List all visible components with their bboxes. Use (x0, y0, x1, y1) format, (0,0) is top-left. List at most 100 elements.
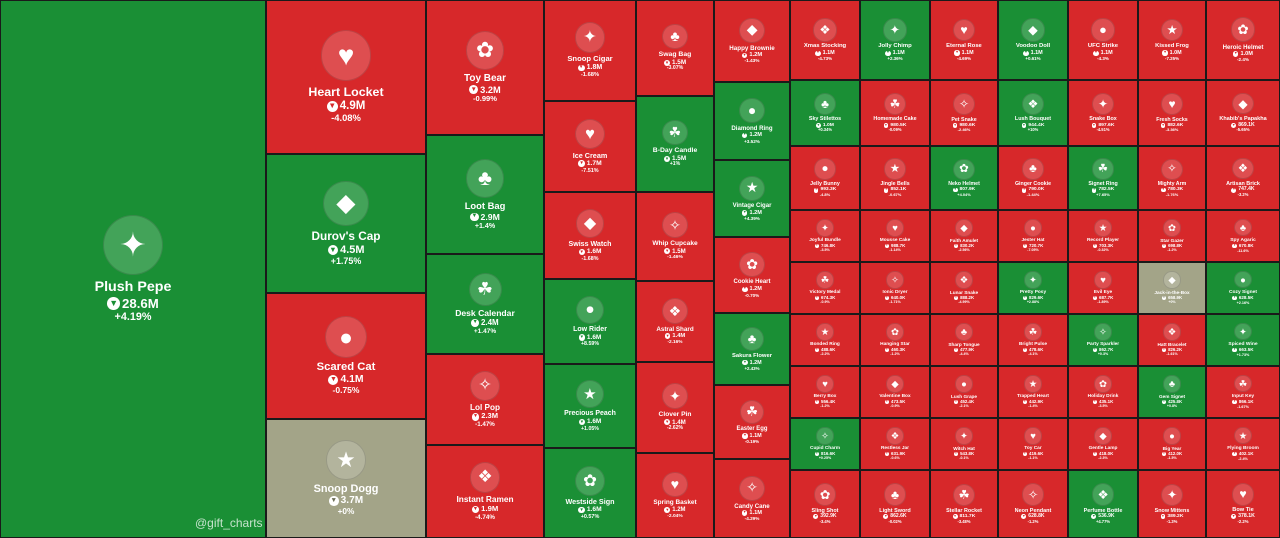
treemap-tile[interactable]: ✧ Lol Pop ▼ 2.3M -1.47% (426, 354, 544, 445)
treemap-tile[interactable]: ❖ Lunar Snake ▼ 888.2K -4.99% (930, 262, 998, 314)
treemap-tile[interactable]: ✧ Candy Cane ▼ 1.1M -4.29% (714, 459, 790, 538)
treemap-tile[interactable]: ★ Snoop Dogg ▼ 3.7M +0% (266, 419, 426, 538)
treemap-tile[interactable]: ☘ B-Day Candle ▼ 1.5M +1% (636, 96, 714, 192)
treemap-tile[interactable]: ✿ Heroic Helmet ▼ 1.0M -2.4% (1206, 0, 1280, 80)
treemap-tile[interactable]: ♥ Eternal Rose ▼ 1.1M -4.69% (930, 0, 998, 80)
treemap-tile[interactable]: ◆ Happy Brownie ▼ 1.2M -1.43% (714, 0, 790, 82)
treemap-tile[interactable]: ♥ Evil Eye ▼ 687.7K -1.89% (1068, 262, 1138, 314)
treemap-tile[interactable]: ★ Jingle Bells ▼ 852.1K -0.67% (860, 146, 930, 210)
treemap-tile[interactable]: ✦ Snake Box ▼ 897.6K -4.51% (1068, 80, 1138, 146)
treemap-tile[interactable]: ✦ Jolly Chimp ▼ 1.1M +2.36% (860, 0, 930, 80)
treemap-tile[interactable]: ✧ Neon Pendant ▼ 628.8K -1.2% (998, 470, 1068, 538)
treemap-tile[interactable]: ◆ Voodoo Doll ▼ 1.1M +0.61% (998, 0, 1068, 80)
treemap-tile[interactable]: ★ Record Player ▼ 703.3K -0.32% (1068, 210, 1138, 262)
treemap-tile[interactable]: ☘ Desk Calendar ▼ 2.4M +1.47% (426, 254, 544, 354)
treemap-tile[interactable]: ♣ Spy Agaric ▼ 670.8K -11.6% (1206, 210, 1280, 262)
treemap-tile[interactable]: ✧ Pet Snake ▼ 980.6K -2.46% (930, 80, 998, 146)
treemap-tile[interactable]: ✦ Spiced Wine ▼ 663.5K +1.73% (1206, 314, 1280, 366)
treemap-tile[interactable]: ◆ Faith Amulet ▼ 830.2K -2.56% (930, 210, 998, 262)
treemap-tile[interactable]: ✧ Party Sparkler ▼ 862.7K +0.3% (1068, 314, 1138, 366)
treemap-tile[interactable]: ◆ Durov's Cap ▼ 4.5M +1.75% (266, 154, 426, 293)
treemap-tile[interactable]: ✧ Ionic Dryer ▼ 640.0K -1.71% (860, 262, 930, 314)
treemap-tile[interactable]: ✿ Cookie Heart ▼ 1.2M -0.70% (714, 237, 790, 313)
treemap-tile[interactable]: ❖ Artisan Brick ▼ 747.4K -3.2% (1206, 146, 1280, 210)
treemap-tile[interactable]: ✿ Nekо Helmet ▼ 807.9K +4.04% (930, 146, 998, 210)
treemap-tile[interactable]: ♣ Sakura Flower ▼ 1.2M +2.43% (714, 313, 790, 385)
treemap-tile[interactable]: ♣ Gem Signet ▼ 425.8K +0.8% (1138, 366, 1206, 418)
treemap-tile[interactable]: ♣ Ginger Cookie ▼ 790.0K -1.44% (998, 146, 1068, 210)
treemap-tile[interactable]: ✦ Pretty Posy ▼ 829.6K +2.88% (998, 262, 1068, 314)
treemap-tile[interactable]: ❖ Restless Jar ▼ 631.9K -0.6% (860, 418, 930, 470)
treemap-tile[interactable]: ♣ Loot Bag ▼ 2.9M +1.4% (426, 135, 544, 254)
treemap-tile[interactable]: ♥ Ice Cream ▼ 1.7M -7.51% (544, 101, 636, 192)
treemap-tile[interactable]: ✿ Hanging Star ▼ 460.3K -1.2% (860, 314, 930, 366)
treemap-tile[interactable]: ● Big Year ▼ 412.0K -1.5% (1138, 418, 1206, 470)
treemap-tile[interactable]: ♥ Bow Tie ▼ 378.1K -2.2% (1206, 470, 1280, 538)
ton-diamond-icon: ▼ (815, 50, 821, 56)
treemap-tile[interactable]: ✿ Toy Bear ▼ 3.2M -0.99% (426, 0, 544, 135)
treemap-tile[interactable]: ✦ Snoop Cigar ▼ 1.8M -1.68% (544, 0, 636, 101)
treemap-tile[interactable]: ♣ Sharp Tongue ▼ 477.9K -4.4% (930, 314, 998, 366)
tile-change: +0.34% (818, 127, 832, 133)
treemap-tile[interactable]: ♥ Berry Box ▼ 556.4K -1.2% (790, 366, 860, 418)
treemap-tile[interactable]: ✧ Cupid Charm ▼ 816.6K +0.25% (790, 418, 860, 470)
treemap-tile[interactable]: ♣ Light Sword ▼ 862.6K -0.02% (860, 470, 930, 538)
treemap-tile[interactable]: ● Diamond Ring ▼ 1.2M +3.52% (714, 82, 790, 160)
treemap-tile[interactable]: ✿ Sling Shot ▼ 392.9K -3.4% (790, 470, 860, 538)
treemap-tile[interactable]: ❖ Lush Bouquet ▼ 944.4K +10% (998, 80, 1068, 146)
treemap-tile[interactable]: ● Low Rider ▼ 1.6M +8.59% (544, 279, 636, 364)
treemap-tile[interactable]: ● Lush Grape ▼ 452.4K -2.1% (930, 366, 998, 418)
treemap-tile[interactable]: ☘ Bright Pulse ▼ 478.6K -4.1% (998, 314, 1068, 366)
treemap-tile[interactable]: ★ Trapped Heart ▼ 442.9K -1.4% (998, 366, 1068, 418)
treemap-tile[interactable]: ☘ Homemade Cake ▼ 980.5K -0.09% (860, 80, 930, 146)
treemap-tile[interactable]: ✧ Whip Cupcake ▼ 1.5M -1.46% (636, 192, 714, 281)
treemap-tile[interactable]: ◆ Jack-in-the-Box ▼ 658.9K +0% (1138, 262, 1206, 314)
treemap-tile[interactable]: ♥ Toy Car ▼ 419.6K -1.1% (998, 418, 1068, 470)
treemap-tile[interactable]: ● Scared Cat ▼ 4.1M -0.75% (266, 293, 426, 419)
treemap-tile[interactable]: ❖ Perfume Bottle ▼ 536.9K +4.77% (1068, 470, 1138, 538)
treemap-tile[interactable]: ❖ Astral Shard ▼ 1.4M -2.16% (636, 281, 714, 362)
treemap-tile[interactable]: ☘ Victory Medal ▼ 674.3K -0.9% (790, 262, 860, 314)
tile-change: -1.71% (889, 300, 901, 305)
treemap-tile[interactable]: ✦ Joyful Bundle ▼ 746.8K -3.5% (790, 210, 860, 262)
treemap-tile[interactable]: ♥ Mousse Cake ▼ 988.7K -1.14% (860, 210, 930, 262)
tile-change: +4.19% (114, 310, 152, 323)
tile-value: 402.1K (1238, 451, 1254, 457)
snake-icon: ✧ (953, 93, 975, 115)
treemap-tile[interactable]: ☘ Stellar Rocket ▼ 811.7K -3.48% (930, 470, 998, 538)
treemap-tile[interactable]: ◆ Gentle Lamp ▼ 418.0K -2.3% (1068, 418, 1138, 470)
treemap-tile[interactable]: ❖ Xmas Stocking ▼ 1.1M -4.73% (790, 0, 860, 80)
treemap-tile[interactable]: ★ Kissed Frog ▼ 1.0M -7.25% (1138, 0, 1206, 80)
treemap-tile[interactable]: ★ Bonded Ring ▼ 488.6K -2.2% (790, 314, 860, 366)
treemap-tile[interactable]: ♣ Sky Stilettos ▼ 1.0M +0.34% (790, 80, 860, 146)
treemap-tile[interactable]: ★ Vintage Cigar ▼ 1.2M +4.39% (714, 160, 790, 237)
jester-icon: ● (1024, 219, 1042, 237)
treemap-tile[interactable]: ◆ Swiss Watch ▼ 1.6M -1.68% (544, 192, 636, 279)
treemap-tile[interactable]: ✿ Star Gazer ▼ 698.8K -1.2% (1138, 210, 1206, 262)
treemap-tile[interactable]: ✦ Clover Pin ▼ 1.4M -2.62% (636, 362, 714, 453)
treemap-tile[interactable]: ♥ Spring Basket ▼ 1.2M -2.04% (636, 453, 714, 538)
treemap-tile[interactable]: ♥ Heart Locket ▼ 4.9M -4.08% (266, 0, 426, 154)
tile-change: +2.88% (1026, 300, 1040, 305)
treemap-tile[interactable]: ☘ Signet Ring ▼ 782.5K +7.65% (1068, 146, 1138, 210)
treemap-tile[interactable]: ✦ Snow Mittens ▼ 389.2K -1.3% (1138, 470, 1206, 538)
treemap-tile[interactable]: ☘ Easter Egg ▼ 1.1M -0.19% (714, 385, 790, 459)
treemap-tile[interactable]: ✦ Plush Pepe ▼ 28.6M +4.19% (0, 0, 266, 538)
treemap-tile[interactable]: ◆ Khabib's Papakha ▼ 869.1K -5.65% (1206, 80, 1280, 146)
treemap-tile[interactable]: ❖ Hatt Bracelet ▼ 826.2K -1.61% (1138, 314, 1206, 366)
treemap-tile[interactable]: ✿ Holiday Drink ▼ 435.1K -3.5% (1068, 366, 1138, 418)
treemap-tile[interactable]: ★ Flying Broom ▼ 402.1K -2.4% (1206, 418, 1280, 470)
treemap-tile[interactable]: ● Jester Hat ▼ 720.7K -7.05% (998, 210, 1068, 262)
treemap-tile[interactable]: ● Jelly Bunny ▼ 993.3K -4.8% (790, 146, 860, 210)
treemap-tile[interactable]: ✧ Mighty Arm ▼ 780.3K -1.76% (1138, 146, 1206, 210)
treemap-tile[interactable]: ♣ Swag Bag ▼ 1.5M -3.07% (636, 0, 714, 96)
treemap-tile[interactable]: ◆ Valentine Box ▼ 473.5K -0.9% (860, 366, 930, 418)
treemap-tile[interactable]: ✦ Witch Hat ▼ 543.8K -0.1% (930, 418, 998, 470)
treemap-tile[interactable]: ● Cozy Signet ▼ 628.5K +2.16% (1206, 262, 1280, 314)
treemap-tile[interactable]: ● UFC Strike ▼ 1.1M -4.3% (1068, 0, 1138, 80)
treemap-tile[interactable]: ♥ Fresh Socks ▼ 882.6K -3.36% (1138, 80, 1206, 146)
treemap-tile[interactable]: ❖ Instant Ramen ▼ 1.9M -4.74% (426, 445, 544, 538)
treemap-tile[interactable]: ☘ Input Key ▼ 866.1K -1.67% (1206, 366, 1280, 418)
treemap-tile[interactable]: ★ Precious Peach ▼ 1.6M +1.05% (544, 364, 636, 448)
treemap-tile[interactable]: ✿ Westside Sign ▼ 1.6M +0.57% (544, 448, 636, 538)
